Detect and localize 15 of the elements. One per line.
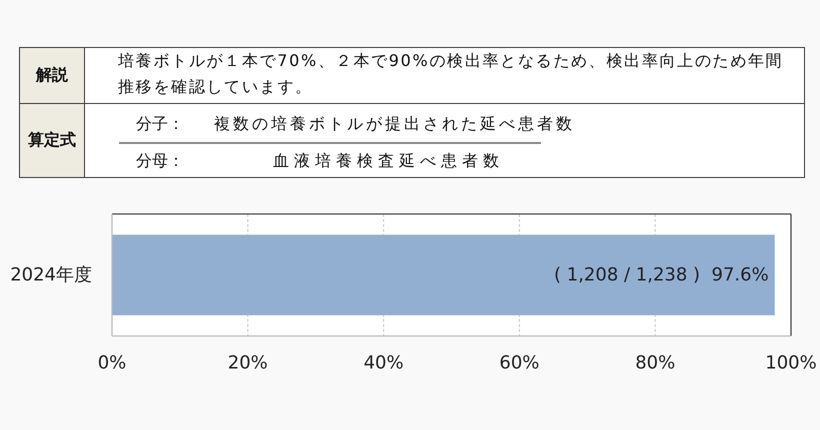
data-label: ( 1,208 / 1,238 ) 97.6% [554,264,769,286]
tick-label: 40% [364,352,404,374]
denominator-label: 分母： [136,151,184,170]
tick-label: 80% [635,352,676,374]
tick-label: 60% [499,352,540,374]
denominator: 血液培養検査延べ患者数 [273,151,504,170]
table-header: 解説 [36,65,68,86]
tick-label: 0% [98,352,126,374]
tick-label: 20% [228,352,268,374]
table-text: 培養ボトルが１本で70%、２本で90%の検出率となるため、検出率向上のため年間推移を確認しています。 [118,51,784,96]
category-label: 2024年度 [10,264,92,286]
numerator-label: 分子： [136,114,184,133]
table-header: 算定式 [28,130,76,151]
tick-label: 100% [765,352,817,374]
numerator: 複数の培養ボトルが提出された延べ患者数 [214,114,575,133]
